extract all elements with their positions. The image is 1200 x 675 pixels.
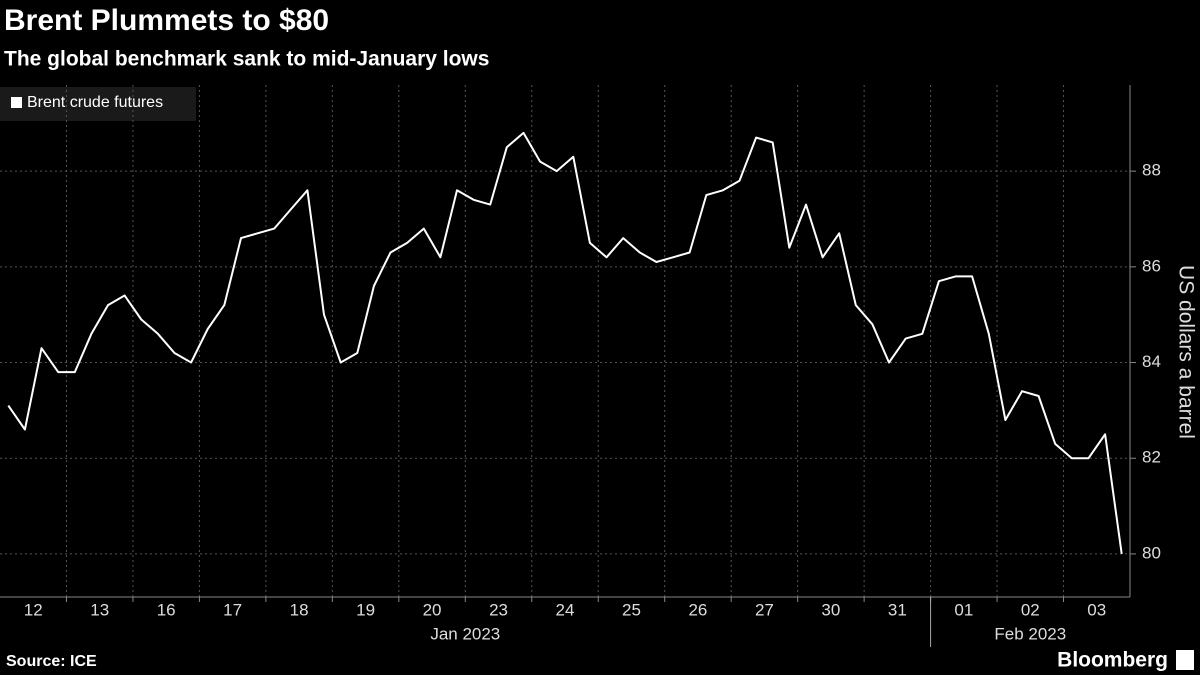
brand: Bloomberg	[1057, 649, 1168, 672]
y-tick-label: 86	[1142, 256, 1161, 275]
legend-label: Brent crude futures	[27, 94, 163, 111]
x-tick-label: 03	[1087, 600, 1106, 619]
x-tick-label: 24	[556, 600, 575, 619]
x-tick-label: 23	[489, 600, 508, 619]
x-tick-label: 12	[24, 600, 43, 619]
chart-subtitle: The global benchmark sank to mid-January…	[4, 48, 489, 71]
x-tick-label: 17	[223, 600, 242, 619]
x-tick-label: 26	[688, 600, 707, 619]
x-tick-label: 19	[356, 600, 375, 619]
x-tick-label: 16	[157, 600, 176, 619]
y-tick-label: 82	[1142, 448, 1161, 467]
x-tick-label: 02	[1021, 600, 1040, 619]
x-tick-label: 30	[821, 600, 840, 619]
y-tick-label: 80	[1142, 543, 1161, 562]
legend-box	[0, 87, 196, 121]
month-label: Feb 2023	[994, 624, 1066, 643]
y-tick-label: 84	[1142, 352, 1161, 371]
x-tick-label: 01	[954, 600, 973, 619]
x-tick-label: 31	[888, 600, 907, 619]
price-line	[7, 131, 1123, 555]
source: Source: ICE	[6, 653, 97, 670]
x-tick-label: 27	[755, 600, 774, 619]
y-axis-label: US dollars a barrel	[1174, 265, 1197, 439]
x-tick-label: 25	[622, 600, 641, 619]
month-label: Jan 2023	[430, 624, 500, 643]
x-tick-label: 18	[290, 600, 309, 619]
brand-icon	[1176, 650, 1194, 670]
legend-swatch	[11, 97, 22, 108]
x-tick-label: 20	[423, 600, 442, 619]
chart-title: Brent Plummets to $80	[4, 4, 329, 37]
y-tick-label: 88	[1142, 161, 1161, 180]
x-tick-label: 13	[90, 600, 109, 619]
